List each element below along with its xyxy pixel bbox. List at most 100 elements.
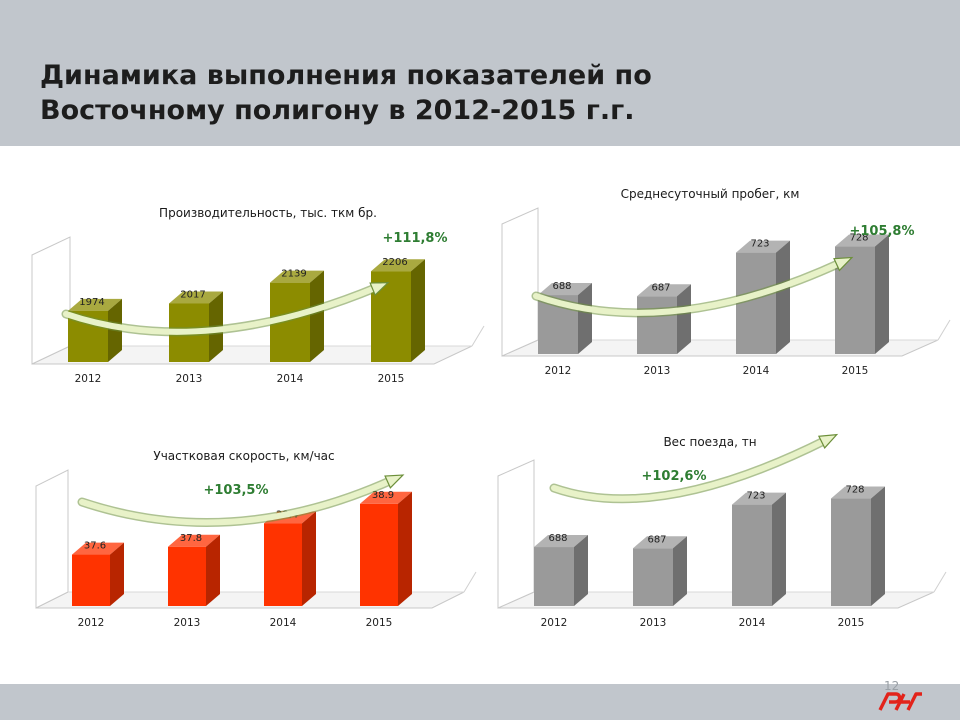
data-label: 2017 xyxy=(180,289,205,300)
tick-label: 2014 xyxy=(277,373,304,385)
bar-top xyxy=(637,284,691,297)
bar-side xyxy=(871,486,885,606)
chart-side-wall xyxy=(35,469,69,609)
chart-title: Вес поезда, тн xyxy=(663,435,756,449)
arrow-head xyxy=(817,433,839,449)
bar-2014 xyxy=(732,492,786,606)
bar-side xyxy=(875,234,889,354)
bar-side xyxy=(673,536,687,606)
tick-label: 2013 xyxy=(176,373,203,385)
bar-top xyxy=(538,283,592,296)
bar-top xyxy=(270,270,324,283)
bar-2012 xyxy=(72,542,124,606)
bar-side xyxy=(411,259,425,362)
header-band xyxy=(0,0,960,146)
bar-top xyxy=(371,259,425,272)
arrow-body xyxy=(533,259,844,316)
bar-front xyxy=(736,252,776,354)
growth-label: +111,8% xyxy=(382,231,447,246)
page-number: 12 xyxy=(884,679,900,693)
bar-front xyxy=(264,523,302,606)
chart-right-edge xyxy=(463,571,477,593)
bar-side xyxy=(310,270,324,362)
data-label: 37.6 xyxy=(84,541,106,552)
chart-right-edge xyxy=(933,571,947,593)
bar-2015 xyxy=(371,259,425,362)
bar-side xyxy=(110,542,124,606)
bar-front xyxy=(637,296,677,354)
bar-side xyxy=(578,283,592,354)
growth-arrow-icon xyxy=(61,281,390,337)
chart-right-edge xyxy=(471,325,485,347)
tick-label: 2012 xyxy=(78,617,105,629)
chart-body: Производительность, тыс. ткм бр. 1974 2012… xyxy=(31,206,485,385)
arrow-head xyxy=(833,256,854,272)
bar-2013 xyxy=(633,536,687,606)
bar-top xyxy=(169,291,223,304)
growth-label: +103,5% xyxy=(203,483,268,498)
data-label: 687 xyxy=(647,534,666,545)
bar-2012 xyxy=(534,535,588,606)
bar-top xyxy=(168,534,220,547)
bar-side xyxy=(574,535,588,606)
bar-side xyxy=(776,240,790,354)
bar-side xyxy=(677,284,691,354)
growth-label: +105,8% xyxy=(849,224,914,239)
chart-body: Вес поезда, тн 688 2012 687 2013 723 2014 728 20… xyxy=(497,433,947,629)
chart-title: Участковая скорость, км/час xyxy=(153,449,334,463)
bar-2013 xyxy=(168,534,220,606)
chart-body: Участковая скорость, км/час 37.6 2012 37.8 2… xyxy=(35,449,477,629)
arrow-body xyxy=(551,437,829,502)
data-label: 688 xyxy=(552,281,571,292)
bar-front xyxy=(534,547,574,606)
chart-right-edge xyxy=(937,319,951,341)
bar-front xyxy=(633,548,673,606)
data-label: 728 xyxy=(849,233,868,244)
data-label: 38.9 xyxy=(372,490,394,501)
chart-side-wall xyxy=(31,236,71,365)
bar-front xyxy=(360,503,398,606)
data-label: 723 xyxy=(746,491,765,502)
data-label: 687 xyxy=(651,282,670,293)
daily-mileage-chart: Среднесуточный пробег, км 688 2012 687 2013 7… xyxy=(501,187,951,377)
chart-side-wall xyxy=(501,207,539,357)
data-label: 723 xyxy=(750,239,769,250)
bar-top xyxy=(732,492,786,505)
bar-2014 xyxy=(264,511,316,606)
tick-label: 2013 xyxy=(640,617,667,629)
bar-front xyxy=(732,504,772,606)
bar-top xyxy=(633,536,687,549)
bar-side xyxy=(206,534,220,606)
data-label: 1974 xyxy=(79,297,104,308)
bar-2012 xyxy=(538,283,592,354)
tick-label: 2015 xyxy=(842,365,869,377)
tick-label: 2012 xyxy=(545,365,572,377)
bar-top xyxy=(835,234,889,247)
bar-front xyxy=(168,546,206,606)
tick-label: 2015 xyxy=(838,617,865,629)
growth-arrow-icon xyxy=(77,474,405,527)
data-label: 688 xyxy=(548,533,567,544)
tick-label: 2015 xyxy=(378,373,405,385)
train-weight-chart: Вес поезда, тн 688 2012 687 2013 723 2014 728 20… xyxy=(497,433,947,629)
bar-front xyxy=(72,554,110,606)
bar-top xyxy=(72,542,124,555)
bar-2015 xyxy=(360,491,412,606)
chart-title: Производительность, тыс. ткм бр. xyxy=(159,206,377,220)
data-label: 2206 xyxy=(382,257,407,268)
productivity-chart: Производительность, тыс. ткм бр. 1974 2012… xyxy=(31,206,485,385)
arrow-head xyxy=(384,474,405,489)
tick-label: 2014 xyxy=(739,617,766,629)
chart-side-wall xyxy=(497,459,535,609)
bar-side xyxy=(772,492,786,606)
bar-top xyxy=(534,535,588,548)
chart-body: Среднесуточный пробег, км 688 2012 687 2013 7… xyxy=(501,187,951,377)
tick-label: 2012 xyxy=(541,617,568,629)
bar-front xyxy=(831,498,871,606)
chart-title: Среднесуточный пробег, км xyxy=(621,187,800,201)
slide-title: Динамика выполнения показателей по Восто… xyxy=(40,60,652,126)
arrow-body xyxy=(79,477,395,526)
bar-top xyxy=(360,491,412,504)
tick-label: 2014 xyxy=(743,365,770,377)
tick-label: 2015 xyxy=(366,617,393,629)
